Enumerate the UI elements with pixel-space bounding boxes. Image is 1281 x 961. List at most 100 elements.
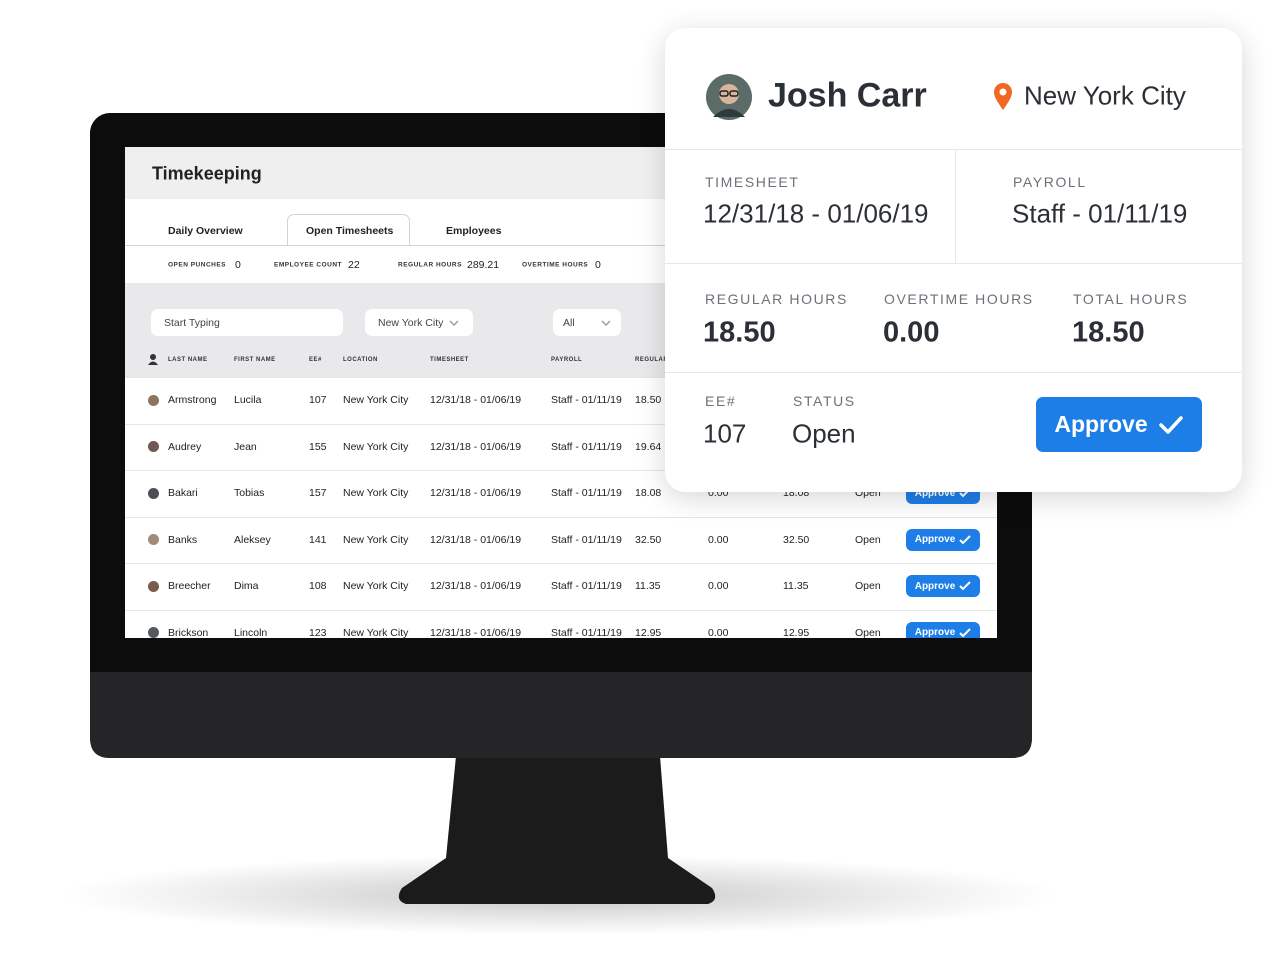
cell: 32.50	[635, 533, 662, 546]
cell: 12/31/18 - 01/06/19	[430, 626, 522, 639]
cell: Brickson	[168, 626, 209, 639]
cell: Banks	[168, 533, 198, 546]
cell: New York City	[343, 394, 409, 406]
cell: 11.35	[783, 580, 809, 592]
cell: Staff - 01/11/19	[551, 533, 622, 546]
cell: 12/31/18 - 01/06/19	[430, 533, 522, 546]
location-pin	[994, 83, 1012, 110]
timesheet-label: TIMESHEET	[705, 174, 800, 190]
cell: Lincoln	[234, 626, 268, 639]
person-icon	[150, 354, 156, 360]
cell: 141	[309, 533, 327, 546]
search-placeholder: Start Typing	[164, 317, 220, 329]
cell: 12.95	[635, 626, 662, 639]
approve-button[interactable]: Approve	[906, 621, 980, 638]
stat-value: 22	[348, 259, 360, 271]
column-header: TIMESHEET	[430, 357, 469, 363]
cell: 12/31/18 - 01/06/19	[430, 440, 522, 453]
cell: 123	[309, 626, 327, 639]
cell: 19.64	[635, 440, 662, 453]
avatar	[706, 74, 752, 120]
cell: Staff - 01/11/19	[551, 394, 622, 406]
row-avatar	[148, 627, 159, 638]
approve-button[interactable]: Approve	[906, 528, 980, 551]
cell: New York City	[343, 533, 409, 546]
cell: 108	[309, 580, 327, 592]
ee-label: EE#	[705, 393, 737, 409]
cell: 157	[309, 487, 327, 499]
check-icon	[959, 627, 971, 637]
stat-label: OVERTIME HOURS	[522, 261, 589, 269]
column-header: FIRST NAME	[234, 357, 276, 363]
regular-value: 18.50	[703, 316, 776, 349]
row-divider	[125, 423, 997, 425]
approve-button[interactable]: Approve	[906, 575, 980, 597]
stat-value: 289.21	[467, 259, 500, 271]
column-header: EE#	[309, 357, 322, 363]
row-divider	[125, 377, 997, 378]
total-value: 18.50	[1072, 316, 1145, 349]
cell: Staff - 01/11/19	[551, 440, 622, 453]
divider	[665, 149, 1242, 150]
divider	[665, 263, 1242, 264]
chin	[90, 672, 1032, 758]
status-select[interactable]	[553, 309, 621, 336]
row-avatar	[148, 394, 159, 406]
stat-label: OPEN PUNCHES	[168, 261, 227, 269]
location-filter: New York City	[378, 317, 444, 329]
check-icon	[1158, 415, 1183, 434]
cell: Bakari	[168, 487, 198, 499]
cell: 0.00	[708, 533, 729, 546]
divider	[665, 372, 1242, 373]
cell: Tobias	[234, 487, 265, 499]
cell: Breecher	[168, 580, 211, 592]
cell: 12/31/18 - 01/06/19	[430, 580, 522, 592]
row-avatar	[148, 580, 159, 592]
overtime-value: 0.00	[883, 316, 940, 349]
cell: Lucila	[234, 394, 262, 406]
column-header: REGULAR	[635, 357, 669, 363]
tab[interactable]: Daily Overview	[168, 225, 243, 237]
tab[interactable]: Employees	[446, 225, 502, 237]
payroll-label: PAYROLL	[1013, 174, 1087, 190]
cell: 12/31/18 - 01/06/19	[430, 394, 522, 406]
cell: 0.00	[708, 580, 729, 592]
check-icon	[959, 581, 971, 591]
cell: Staff - 01/11/19	[551, 580, 622, 592]
overtime-label: OVERTIME HOURS	[884, 291, 1034, 307]
cell: Open	[855, 580, 881, 592]
chevron	[449, 320, 459, 326]
search-input[interactable]	[151, 309, 343, 336]
cell: 155	[309, 440, 327, 453]
cell: 18.50	[635, 394, 662, 406]
employee-card: Josh Carr New York City TIMESHEET 12/31/…	[665, 28, 1242, 492]
column-header: LOCATION	[343, 357, 378, 363]
stat-label: EMPLOYEE COUNT	[274, 261, 343, 269]
row-avatar	[148, 441, 159, 452]
chevron	[601, 320, 611, 326]
tab[interactable]: Open Timesheets	[306, 225, 394, 237]
cell: Open	[855, 626, 881, 639]
approve-label: Approve	[914, 534, 956, 545]
location-select[interactable]	[365, 309, 473, 336]
cell: Open	[855, 533, 881, 546]
cell: Dima	[234, 580, 259, 592]
column-header: PAYROLL	[551, 357, 583, 363]
cell: 12/31/18 - 01/06/19	[430, 487, 522, 499]
approve-label: Approve	[914, 580, 956, 592]
approve-label: Approve	[1054, 411, 1148, 437]
employee-location: New York City	[1024, 80, 1186, 111]
row-avatar	[148, 487, 159, 499]
row-avatar	[148, 534, 159, 545]
cell: New York City	[343, 487, 409, 499]
status-filter: All	[563, 317, 575, 329]
status-label: STATUS	[793, 393, 856, 409]
cell: Aleksey	[234, 533, 271, 546]
active-tab[interactable]	[287, 214, 410, 246]
approve-button[interactable]: Approve	[1036, 397, 1202, 452]
cell: 32.50	[783, 533, 810, 546]
regular-label: REGULAR HOURS	[705, 291, 848, 307]
stat-value: 0	[595, 259, 601, 271]
payroll-value: Staff - 01/11/19	[1012, 198, 1188, 229]
